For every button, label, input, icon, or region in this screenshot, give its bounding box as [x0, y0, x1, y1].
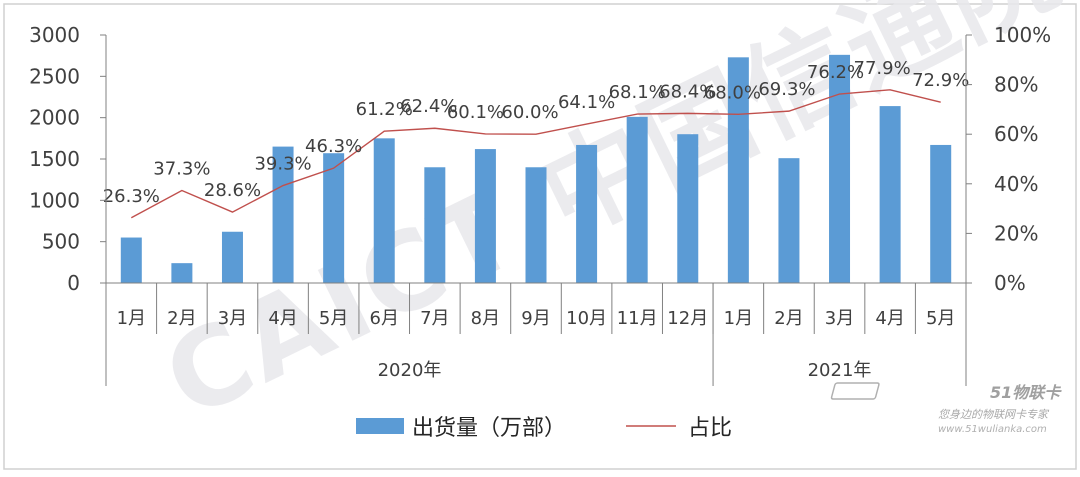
bar: [171, 263, 193, 283]
x-group-label: 2020年: [378, 360, 442, 381]
bar: [424, 167, 446, 283]
bar: [323, 153, 345, 283]
x-category-label: 6月: [370, 308, 399, 329]
bar: [221, 231, 243, 283]
y-left-tick-label: 2500: [29, 64, 80, 88]
x-category-label: 5月: [319, 308, 348, 329]
bar: [626, 116, 648, 283]
bar: [373, 138, 395, 283]
y-right-tick-label: 100%: [994, 23, 1051, 47]
x-group-label: 2021年: [808, 360, 872, 381]
share-data-label: 64.1%: [558, 92, 615, 113]
bar: [120, 237, 142, 283]
label-layer: 26.3% 37.3%28.6% 39.3%46.3% 61.2%62.4%60.1%…: [103, 58, 970, 207]
y-right-tick-label: 60%: [994, 122, 1038, 146]
share-data-label: 69.3%: [758, 79, 815, 100]
bar: [525, 167, 547, 283]
bar: [474, 149, 496, 283]
x-category-label: 4月: [268, 308, 297, 329]
y-left-tick-label: 0: [67, 271, 80, 295]
share-data-label: 46.3%: [305, 136, 362, 157]
y-left-tick-label: 1500: [29, 147, 80, 171]
share-data-label: 72.9%: [912, 70, 969, 91]
share-data-label: 77.9%: [854, 58, 911, 79]
share-data-label: 61.2%: [356, 99, 413, 120]
y-right-tick-label: 40%: [994, 172, 1038, 196]
y-left-tick-label: 2000: [29, 106, 80, 130]
share-data-label: 60.0%: [501, 102, 558, 123]
y-right-tick-label: 20%: [994, 221, 1038, 245]
legend: 出货量（万部） 占比: [356, 416, 732, 441]
share-data-label: 37.3%: [153, 158, 210, 179]
x-category-label: 4月: [875, 308, 904, 329]
share-data-label: 60.1%: [447, 102, 504, 123]
bar: [576, 144, 598, 283]
axis-layer: 0 500 1000 1500 2000 2500 3000 0% 20% 40% 60% 80% 10…: [29, 23, 1051, 386]
x-category-label: 5月: [926, 308, 955, 329]
share-data-label: 68.4%: [659, 81, 716, 102]
bar: [879, 106, 901, 284]
legend-label-bar: 出货量（万部）: [412, 416, 566, 441]
x-category-label: 11月: [617, 308, 658, 329]
share-data-label: 68.0%: [704, 82, 761, 103]
share-data-label: 62.4%: [400, 96, 457, 117]
x-category-label: 2月: [774, 308, 803, 329]
share-data-label: 76.2%: [807, 62, 864, 83]
x-category-label: 7月: [420, 308, 449, 329]
x-category-label: 9月: [521, 308, 550, 329]
y-left-tick-label: 1000: [29, 188, 80, 212]
bar: [778, 158, 800, 283]
x-category-label: 12月: [667, 308, 708, 329]
share-data-label: 26.3%: [103, 186, 160, 207]
brand-logo-url: www.51wulianka.com: [938, 424, 1047, 435]
share-line: [130, 89, 941, 219]
x-category-label: 10月: [566, 308, 607, 329]
x-category-label: 3月: [218, 308, 247, 329]
x-category-label: 2月: [167, 308, 196, 329]
bar: [930, 144, 952, 283]
bar: [677, 134, 699, 283]
brand-logo-mark: [830, 382, 880, 400]
brand-logo: 51物联卡 您身边的物联网卡专家 www.51wulianka.com: [830, 382, 1062, 435]
line-layer: [130, 89, 941, 219]
share-data-label: 68.1%: [609, 82, 666, 103]
brand-logo-tagline: 您身边的物联网卡专家: [938, 408, 1050, 421]
y-left-tick-label: 500: [42, 230, 80, 254]
brand-logo-text: 51物联卡: [990, 383, 1062, 402]
share-data-label: 39.3%: [254, 154, 311, 175]
x-category-label: 8月: [471, 308, 500, 329]
bar: [272, 146, 294, 283]
legend-label-line: 占比: [688, 416, 732, 441]
legend-swatch-bar: [356, 418, 404, 434]
y-left-tick-label: 3000: [29, 23, 80, 47]
chart-border: [3, 3, 1077, 470]
bar: [829, 54, 851, 284]
x-category-label: 1月: [117, 308, 146, 329]
y-right-tick-label: 0%: [994, 271, 1026, 295]
y-right-tick-label: 80%: [994, 73, 1038, 97]
bar-layer: [120, 54, 952, 284]
x-category-label: 3月: [825, 308, 854, 329]
share-data-label: 28.6%: [204, 180, 261, 201]
x-category-label: 1月: [724, 308, 753, 329]
